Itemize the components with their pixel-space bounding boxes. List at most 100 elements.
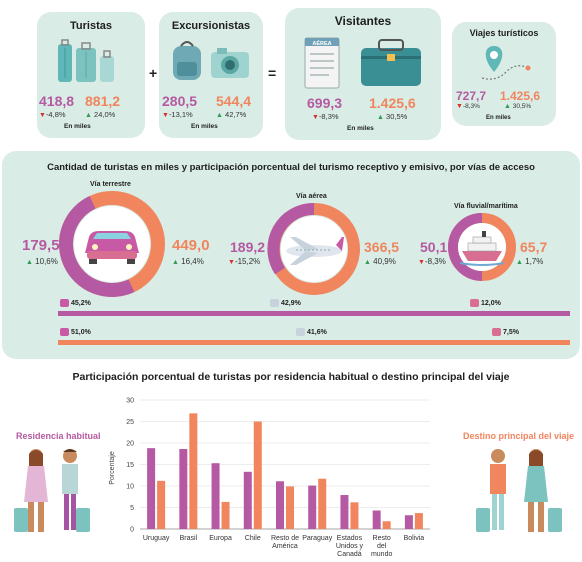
- bar-residencia: [276, 481, 284, 529]
- via-aerea-donut: [267, 202, 360, 295]
- turistas-units: En miles: [64, 123, 91, 130]
- luggage-icon: [58, 39, 114, 82]
- bar-destino: [189, 413, 198, 529]
- excursionistas-title: Excursionistas: [171, 20, 251, 32]
- viajes-receptivo-value: 727,7: [456, 89, 487, 103]
- turistas-title: Turistas: [70, 20, 112, 32]
- turistas-card: Turistas 418,8 881,2 ▼-4,8% ▲ 24,0% En m…: [37, 12, 145, 138]
- down-arrow-icon: ▼: [418, 259, 425, 266]
- excursionistas-card: Excursionistas 280,5 544,4 ▼-13,1% ▲ 42,…: [159, 12, 263, 138]
- fluvial-receptivo-value: 50,1: [420, 239, 448, 255]
- airplane-icon: [286, 237, 344, 265]
- x-tick-label: Chile: [245, 535, 261, 542]
- viajes-title: Viajes turísticos: [469, 28, 539, 38]
- travelers-left-illustration: [14, 449, 90, 532]
- bar-residencia: [372, 510, 381, 529]
- receptivo-share-bar: [58, 311, 570, 316]
- vias-title: Cantidad de turistas en miles y particip…: [47, 162, 535, 173]
- down-arrow-icon: ▼: [39, 112, 46, 119]
- travelers-right-illustration: [476, 449, 562, 532]
- emisivo-fluvial-share: 7,5%: [492, 328, 519, 336]
- terrestre-emisivo-change: ▲ 16,4%: [172, 257, 204, 266]
- down-arrow-icon: ▼: [312, 114, 319, 121]
- y-tick-label: 5: [130, 505, 134, 512]
- up-arrow-icon: ▲: [172, 259, 179, 266]
- backpack-camera-icon: [173, 41, 249, 80]
- x-tick-label: Estados Unidos y Canadá: [336, 535, 364, 558]
- x-tick-label: Paraguay: [302, 535, 332, 542]
- residencia-title: Participación porcentual de turistas por…: [72, 371, 510, 383]
- ticket-text: AÉREA: [312, 39, 331, 47]
- residencia-destino-bar-chart: Porcentaje 0 5 10 15 20 25 30 Uruguay Brasil Euro…: [109, 398, 430, 558]
- bar-destino: [221, 501, 230, 529]
- bar-residencia: [340, 495, 349, 529]
- plus-sign: +: [149, 65, 158, 81]
- car-icon: [60, 328, 69, 336]
- up-arrow-icon: ▲: [504, 103, 511, 110]
- excursionistas-units: En miles: [191, 123, 218, 130]
- emisivo-aerea-share: 41,6%: [296, 328, 327, 336]
- via-fluvial-donut: [447, 213, 516, 281]
- terrestre-emisivo-value: 449,0: [172, 237, 210, 254]
- viajes-card: Viajes turísticos 727,7 1.425,6 ▼-8,3% ▲…: [452, 22, 556, 126]
- fluvial-emisivo-value: 65,7: [520, 239, 548, 255]
- aerea-receptivo-value: 189,2: [230, 239, 266, 255]
- via-fluvial-label: Vía fluvial/marítima: [454, 203, 518, 210]
- bar-destino: [350, 502, 359, 529]
- visitantes-units: En miles: [347, 125, 374, 132]
- bar-destino: [382, 521, 391, 529]
- visitantes-emisivo-value: 1.425,6: [369, 95, 416, 111]
- aerea-receptivo-change: ▼-15,2%: [228, 257, 261, 266]
- ticket-briefcase-icon: AÉREA: [304, 37, 421, 89]
- receptivo-fluvial-share: 12,0%: [470, 299, 501, 307]
- ship-icon: [492, 328, 501, 336]
- fluvial-emisivo-change: ▲ 1,7%: [516, 257, 544, 266]
- bar-destino: [253, 421, 262, 529]
- y-tick-label: 20: [126, 441, 134, 448]
- up-arrow-icon: ▲: [216, 112, 223, 119]
- visitantes-emisivo-change: ▲ 30,5%: [377, 112, 408, 121]
- viajes-emisivo-change: ▲ 30,5%: [504, 103, 532, 110]
- up-arrow-icon: ▲: [364, 259, 371, 266]
- map-pin-icon: [481, 46, 531, 80]
- bar-residencia: [179, 449, 188, 529]
- up-arrow-icon: ▲: [85, 112, 92, 119]
- residencia-habitual-label: Residencia habitual: [16, 431, 101, 441]
- bar-residencia: [308, 485, 317, 529]
- down-arrow-icon: ▼: [228, 259, 235, 266]
- excursionistas-emisivo-value: 544,4: [216, 93, 252, 109]
- down-arrow-icon: ▼: [162, 112, 169, 119]
- y-tick-label: 25: [126, 419, 134, 426]
- excursionistas-receptivo-value: 280,5: [162, 93, 198, 109]
- bar-destino: [157, 480, 166, 529]
- up-arrow-icon: ▲: [377, 114, 384, 121]
- terrestre-receptivo-change: ▲ 10,6%: [26, 257, 58, 266]
- via-aerea-label: Vía aérea: [296, 193, 327, 200]
- x-tick-label: Brasil: [180, 535, 198, 542]
- equals-sign: =: [268, 65, 277, 81]
- bar-residencia: [404, 515, 413, 529]
- visitantes-receptivo-change: ▼-8,3%: [312, 112, 339, 121]
- bar-residencia: [147, 448, 156, 529]
- bar-residencia: [243, 471, 252, 529]
- vias-acceso-card: Cantidad de turistas en miles y particip…: [2, 151, 580, 359]
- via-terrestre-label: Vía terrestre: [90, 181, 131, 188]
- viajes-emisivo-value: 1.425,6: [500, 89, 541, 103]
- airplane-icon: [296, 328, 305, 336]
- y-axis-label: Porcentaje: [109, 451, 116, 485]
- visitantes-receptivo-value: 699,3: [307, 95, 343, 111]
- x-tick-label: Europa: [209, 535, 232, 542]
- car-icon: [60, 299, 69, 307]
- up-arrow-icon: ▲: [26, 259, 33, 266]
- ship-icon: [459, 231, 505, 266]
- bar-destino: [414, 513, 423, 529]
- via-terrestre-donut: [59, 191, 165, 297]
- visitantes-card: Visitantes AÉREA 699,3 1.425,6 ▼-8,3% ▲ …: [285, 8, 441, 140]
- x-tick-label: Resto del mundo: [371, 535, 393, 558]
- viajes-units: En miles: [486, 115, 511, 121]
- bar-destino: [286, 486, 294, 529]
- y-tick-label: 15: [126, 462, 134, 469]
- ship-icon: [470, 299, 479, 307]
- x-tick-label: Uruguay: [143, 535, 170, 542]
- destino-principal-label: Destino principal del viaje: [463, 431, 575, 441]
